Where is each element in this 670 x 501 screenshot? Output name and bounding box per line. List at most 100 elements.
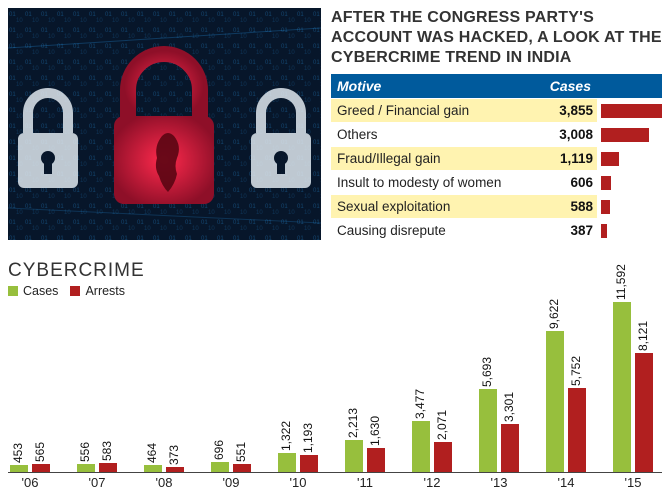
legend-item: Cases [8,284,58,298]
motive-label: Greed / Financial gain [331,99,545,122]
legend-swatch [70,286,80,296]
motive-row: Others3,008 [331,122,662,146]
motive-bar [601,104,662,118]
arrests-bar: 1,193 [300,455,318,472]
legend-label: Cases [23,284,58,298]
arrests-label: 3,301 [502,392,516,422]
arrests-label: 583 [100,441,114,461]
motive-header-right: Cases [531,78,591,94]
motive-row: Greed / Financial gain3,855 [331,98,662,122]
motive-label: Insult to modesty of women [331,171,545,194]
motive-header-left: Motive [337,78,531,94]
arrests-bar: 3,301 [501,424,519,472]
cases-bar: 5,693 [479,389,497,472]
cases-label: 556 [78,442,92,462]
motive-bar [601,224,607,238]
cases-bar: 696 [211,462,229,472]
arrests-bar: 551 [233,464,251,472]
hero-image: 01 10 [8,8,321,240]
x-label: '06 [22,475,39,490]
headline: AFTER THE CONGRESS PARTY'S ACCOUNT WAS H… [331,8,662,68]
x-label: '13 [491,475,508,490]
year-group: 3,4772,071 [412,421,452,472]
chart-title: CYBERCRIME [8,260,662,282]
x-label: '10 [290,475,307,490]
motive-label: Others [331,123,545,146]
cases-label: 464 [145,443,159,463]
cases-label: 696 [212,440,226,460]
year-group: 556 583 [77,463,117,472]
bars-area: 4535655565834643736965511,3221,1932,2131… [8,302,662,473]
cases-label: 453 [11,443,25,463]
motive-value: 1,119 [545,147,597,170]
arrests-label: 565 [33,442,47,462]
legend-item: Arrests [70,284,125,298]
x-label: '08 [156,475,173,490]
motive-value: 3,008 [545,123,597,146]
cases-bar: 1,322 [278,453,296,472]
x-label: '15 [625,475,642,490]
cybercrime-chart: CYBERCRIME Cases Arrests 453 565 556 583 464 3… [8,260,662,493]
arrests-label: 373 [167,445,181,465]
motive-value: 387 [545,219,597,242]
year-group: 453 565 [10,464,50,472]
motive-table: Motive Cases Greed / Financial gain3,855… [331,74,662,242]
cases-bar: 556 [77,464,95,472]
motive-row: Insult to modesty of women606 [331,170,662,194]
motive-value: 606 [545,171,597,194]
x-axis: '06'07'08'09'10'11'12'13'14'15 [8,473,662,493]
cases-label: 1,322 [279,421,293,451]
cases-bar: 9,622 [546,331,564,472]
year-group: 1,3221,193 [278,453,318,472]
arrests-label: 1,630 [368,416,382,446]
arrests-bar: 373 [166,467,184,472]
arrests-bar: 8,121 [635,353,653,472]
motive-bar [601,152,619,166]
arrests-bar: 583 [99,463,117,472]
motive-bar [601,200,610,214]
year-group: 11,5928,121 [613,302,653,472]
legend-label: Arrests [85,284,125,298]
legend-swatch [8,286,18,296]
year-group: 696 551 [211,462,251,472]
year-group: 5,6933,301 [479,389,519,472]
arrests-label: 5,752 [569,356,583,386]
motive-table-header: Motive Cases [331,74,662,98]
chart-legend: Cases Arrests [8,284,662,299]
cases-bar: 464 [144,465,162,472]
arrests-label: 2,071 [435,410,449,440]
arrests-label: 8,121 [636,321,650,351]
motive-value: 588 [545,195,597,218]
cases-label: 11,592 [614,264,628,300]
cases-label: 2,213 [346,408,360,438]
arrests-bar: 1,630 [367,448,385,472]
year-group: 2,2131,630 [345,440,385,472]
motive-row: Sexual exploitation588 [331,194,662,218]
x-label: '11 [357,475,373,490]
motive-label: Fraud/Illegal gain [331,147,545,170]
arrests-label: 551 [234,442,248,462]
cases-label: 3,477 [413,389,427,419]
motive-bar [601,176,611,190]
arrests-label: 1,193 [301,422,315,452]
cases-bar: 3,477 [412,421,430,472]
x-label: '14 [558,475,575,490]
cases-label: 9,622 [547,299,561,329]
motive-label: Causing disrepute [331,219,545,242]
motive-label: Sexual exploitation [331,195,545,218]
arrests-bar: 2,071 [434,442,452,472]
cases-label: 5,693 [480,356,494,386]
x-label: '07 [89,475,106,490]
arrests-bar: 5,752 [568,388,586,472]
x-label: '12 [424,475,441,490]
motive-row: Fraud/Illegal gain1,119 [331,146,662,170]
motive-row: Causing disrepute387 [331,218,662,242]
motive-value: 3,855 [545,99,597,122]
motive-bar [601,128,649,142]
cases-bar: 453 [10,465,28,472]
year-group: 464 373 [144,465,184,472]
cases-bar: 2,213 [345,440,363,472]
cases-bar: 11,592 [613,302,631,472]
arrests-bar: 565 [32,464,50,472]
year-group: 9,6225,752 [546,331,586,472]
